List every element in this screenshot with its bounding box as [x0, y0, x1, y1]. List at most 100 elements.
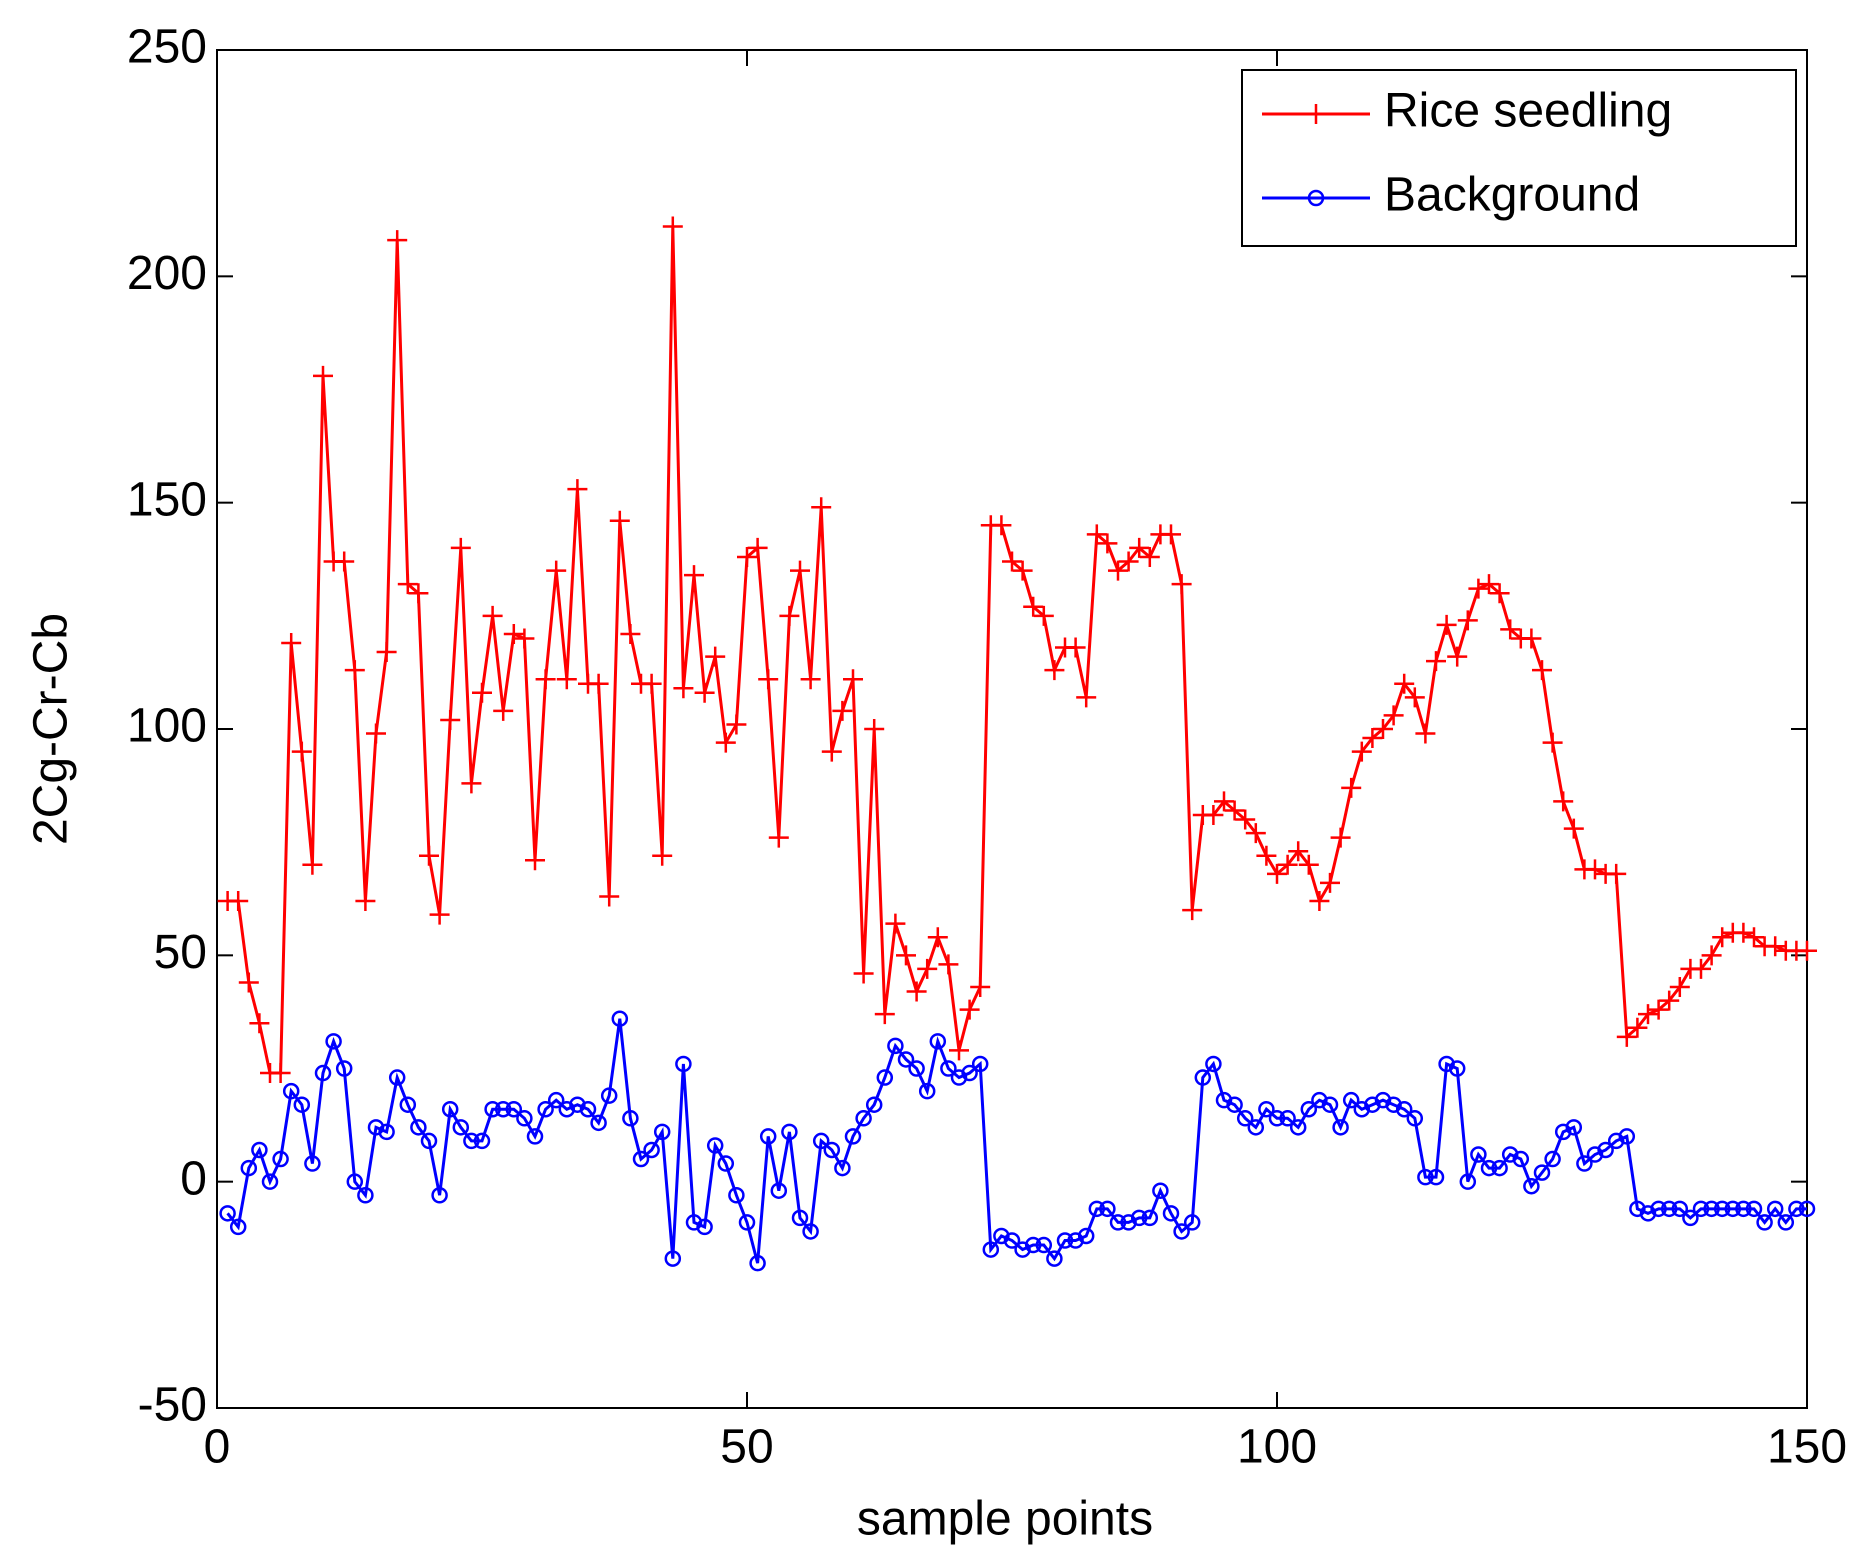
marker: [694, 682, 715, 703]
y-tick-label: 250: [127, 21, 207, 74]
marker: [664, 1250, 682, 1267]
marker: [1056, 1232, 1074, 1249]
marker: [1214, 791, 1234, 812]
marker: [463, 1132, 480, 1150]
marker: [314, 1064, 332, 1082]
marker: [1733, 922, 1754, 943]
marker: [717, 1155, 735, 1172]
marker: [419, 845, 439, 866]
marker: [1108, 560, 1128, 581]
marker: [1765, 936, 1786, 957]
marker: [1447, 646, 1468, 667]
marker: [611, 1010, 629, 1027]
marker: [1245, 823, 1266, 844]
marker: [1161, 524, 1181, 545]
marker: [1544, 1150, 1561, 1168]
marker: [620, 623, 641, 644]
marker: [229, 1218, 247, 1236]
marker: [1616, 1026, 1637, 1047]
x-tick-label: 100: [1237, 1421, 1317, 1474]
marker: [738, 1214, 756, 1231]
marker: [1585, 859, 1605, 880]
marker: [1267, 863, 1287, 884]
marker: [1459, 1173, 1477, 1190]
marker: [1247, 1119, 1265, 1136]
marker: [261, 1173, 279, 1190]
x-tick-label: 50: [720, 1421, 773, 1474]
marker: [1470, 1146, 1487, 1163]
marker: [876, 1069, 894, 1086]
marker: [1766, 1200, 1784, 1218]
marker: [1468, 578, 1489, 599]
marker: [812, 1132, 830, 1150]
marker: [684, 565, 704, 586]
marker: [1648, 999, 1669, 1020]
marker: [747, 537, 768, 558]
marker: [1406, 1110, 1424, 1127]
x-tick-label: 150: [1767, 1421, 1847, 1474]
marker: [1044, 660, 1065, 681]
marker: [547, 1091, 565, 1109]
marker: [768, 827, 789, 848]
marker: [420, 1132, 438, 1150]
marker: [865, 1096, 883, 1113]
marker: [1194, 1069, 1212, 1086]
marker: [1002, 551, 1022, 572]
y-tick-label: 100: [127, 700, 207, 753]
marker: [1480, 1159, 1498, 1177]
marker: [441, 1100, 459, 1118]
marker: [1003, 1232, 1021, 1249]
marker: [1362, 728, 1383, 749]
plot-area: [216, 49, 1808, 1409]
marker: [1226, 1096, 1243, 1113]
marker: [1012, 560, 1033, 581]
marker: [588, 673, 609, 694]
marker: [1638, 1004, 1658, 1025]
marker: [853, 963, 874, 984]
marker: [334, 551, 355, 572]
marker: [1130, 1209, 1148, 1227]
marker: [293, 1096, 311, 1113]
marker: [526, 1128, 544, 1145]
marker: [1404, 687, 1425, 708]
marker: [482, 605, 503, 626]
marker: [1152, 1182, 1169, 1199]
marker: [355, 891, 376, 912]
marker: [1542, 732, 1563, 753]
marker: [1417, 1168, 1434, 1186]
marker: [461, 773, 482, 794]
marker: [673, 678, 694, 699]
marker: [503, 623, 524, 644]
marker: [781, 1123, 798, 1141]
marker: [864, 719, 885, 739]
marker: [1024, 1236, 1042, 1254]
marker: [378, 1123, 395, 1141]
marker: [282, 1082, 300, 1100]
marker: [251, 1141, 268, 1159]
marker: [387, 230, 408, 251]
marker: [906, 981, 927, 1002]
x-tick-label: 0: [204, 1421, 231, 1474]
marker: [653, 1123, 671, 1141]
marker: [1033, 605, 1054, 626]
marker: [652, 845, 673, 866]
marker: [1745, 1200, 1763, 1218]
y-axis-label: 2Cg-Cr-Cb: [25, 613, 78, 845]
marker: [1521, 628, 1542, 649]
marker: [1235, 809, 1256, 830]
marker: [1309, 891, 1330, 912]
marker: [1268, 1110, 1286, 1127]
marker: [493, 700, 514, 721]
legend-box: [1241, 69, 1797, 247]
marker: [1394, 673, 1415, 694]
marker: [609, 510, 630, 531]
marker: [1669, 977, 1690, 998]
marker: [1289, 1119, 1307, 1136]
marker: [832, 700, 853, 721]
marker: [1351, 741, 1372, 762]
marker: [1777, 1214, 1795, 1231]
marker: [802, 1223, 819, 1240]
marker: [1277, 854, 1298, 875]
marker: [1692, 1200, 1710, 1218]
